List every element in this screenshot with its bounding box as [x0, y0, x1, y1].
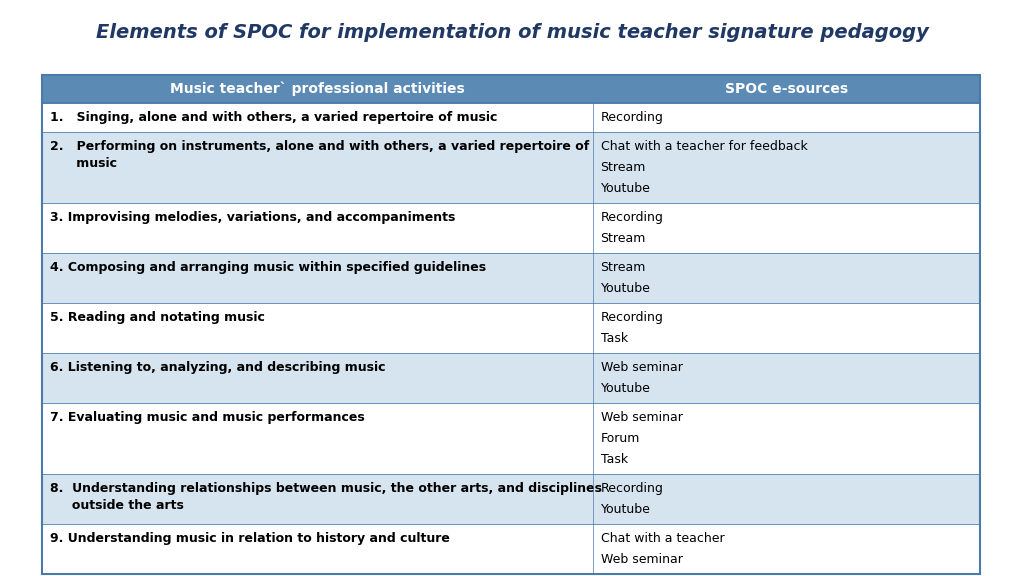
- Text: Web seminar: Web seminar: [601, 411, 682, 424]
- Text: Web seminar: Web seminar: [601, 553, 682, 566]
- Text: Stream: Stream: [601, 161, 646, 174]
- Text: Youtube: Youtube: [601, 182, 650, 195]
- Text: 4. Composing and arranging music within specified guidelines: 4. Composing and arranging music within …: [50, 261, 486, 274]
- Text: Chat with a teacher: Chat with a teacher: [601, 532, 724, 545]
- Bar: [42, 75, 980, 574]
- Bar: [42, 524, 980, 574]
- Text: 3. Improvising melodies, variations, and accompaniments: 3. Improvising melodies, variations, and…: [50, 211, 456, 224]
- Text: SPOC e-sources: SPOC e-sources: [725, 82, 848, 96]
- Text: Recording: Recording: [601, 211, 664, 224]
- Bar: [42, 474, 980, 524]
- Text: outside the arts: outside the arts: [50, 499, 184, 512]
- Bar: [42, 403, 980, 474]
- Text: Forum: Forum: [601, 432, 640, 445]
- Text: 9. Understanding music in relation to history and culture: 9. Understanding music in relation to hi…: [50, 532, 450, 545]
- Text: 7. Evaluating music and music performances: 7. Evaluating music and music performanc…: [50, 411, 365, 424]
- Text: Stream: Stream: [601, 261, 646, 274]
- Bar: [42, 353, 980, 403]
- Text: Recording: Recording: [601, 311, 664, 324]
- Text: Web seminar: Web seminar: [601, 361, 682, 374]
- Bar: [42, 203, 980, 253]
- Text: Recording: Recording: [601, 111, 664, 124]
- Bar: [42, 132, 980, 203]
- Bar: [42, 75, 980, 103]
- Text: Stream: Stream: [601, 232, 646, 245]
- Bar: [42, 253, 980, 303]
- Text: Youtube: Youtube: [601, 382, 650, 395]
- Text: music: music: [50, 157, 117, 170]
- Text: 2.   Performing on instruments, alone and with others, a varied repertoire of: 2. Performing on instruments, alone and …: [50, 140, 589, 153]
- Text: Recording: Recording: [601, 482, 664, 495]
- Text: Youtube: Youtube: [601, 503, 650, 516]
- Text: Task: Task: [601, 332, 628, 345]
- Text: Task: Task: [601, 453, 628, 466]
- Text: Elements of SPOC for implementation of music teacher signature pedagogy: Elements of SPOC for implementation of m…: [95, 22, 929, 41]
- Text: 8.  Understanding relationships between music, the other arts, and disciplines: 8. Understanding relationships between m…: [50, 482, 602, 495]
- Bar: [42, 303, 980, 353]
- Text: 5. Reading and notating music: 5. Reading and notating music: [50, 311, 265, 324]
- Text: Music teacher` professional activities: Music teacher` professional activities: [170, 82, 465, 96]
- Text: Youtube: Youtube: [601, 282, 650, 295]
- Text: Chat with a teacher for feedback: Chat with a teacher for feedback: [601, 140, 807, 153]
- Text: 6. Listening to, analyzing, and describing music: 6. Listening to, analyzing, and describi…: [50, 361, 385, 374]
- Bar: [42, 103, 980, 132]
- Text: 1.   Singing, alone and with others, a varied repertoire of music: 1. Singing, alone and with others, a var…: [50, 111, 498, 124]
